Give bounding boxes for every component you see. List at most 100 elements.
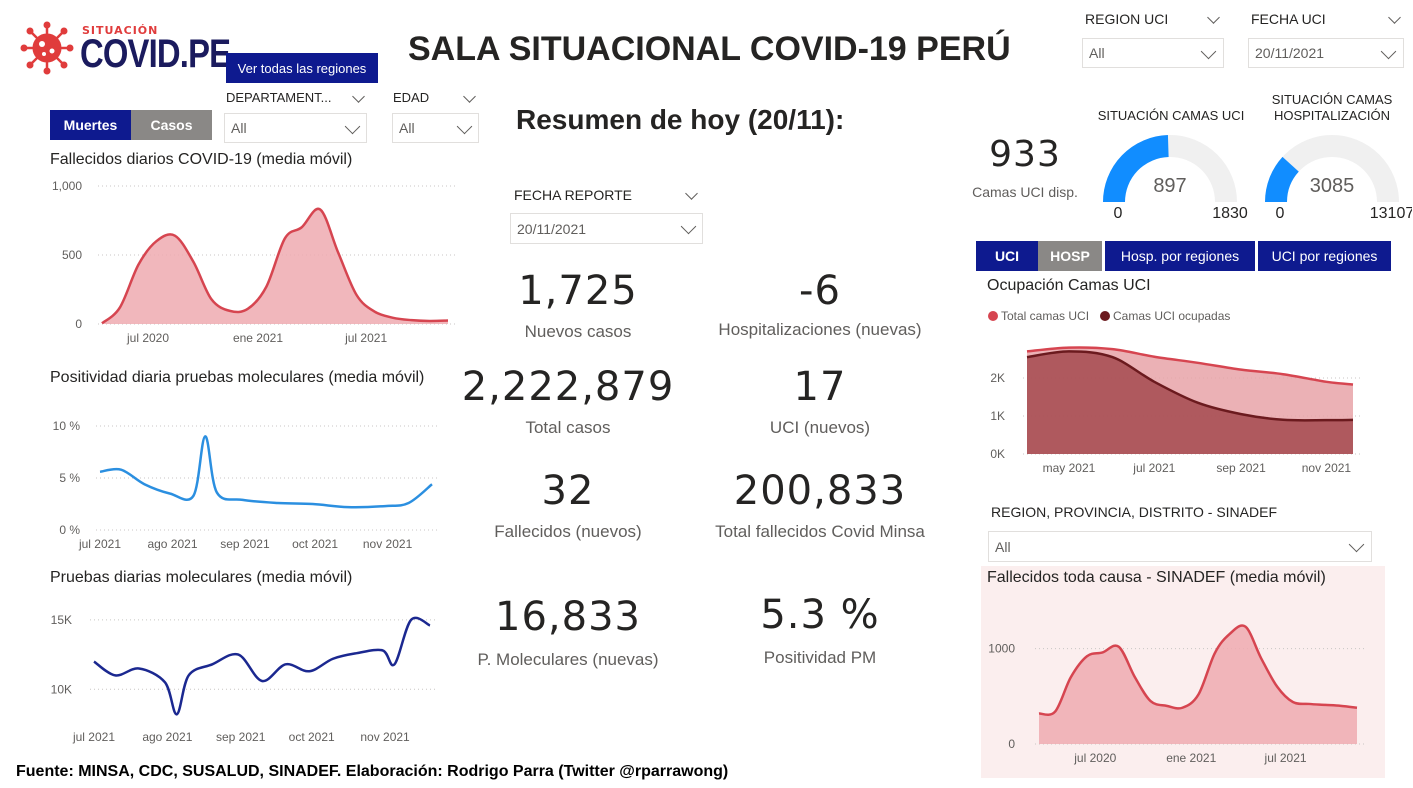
casos-toggle[interactable]: Casos (131, 110, 212, 140)
series-line-1 (93, 616, 431, 716)
tab-hosp-por-regiones[interactable]: Hosp. por regiones (1105, 241, 1255, 271)
x-tick-label: oct 2021 (289, 730, 335, 744)
positivity-line-chart: 0 % 5 % 10 % jul 2021 ago 2021 sep 2021 oct 20… (53, 419, 440, 551)
y-tick-label: 1K (990, 409, 1005, 423)
logo-subtitle: SITUACIÓN (82, 24, 159, 37)
fecha-uci-label: FECHA UCI (1251, 11, 1326, 27)
area-fill-1 (1039, 625, 1357, 744)
x-tick-label: jul 2021 (72, 730, 115, 744)
uci-available-value: 933 (989, 134, 1061, 175)
x-tick-label: jul 2021 (344, 331, 387, 345)
chevron-down-icon[interactable] (463, 90, 476, 103)
all-regions-button[interactable]: Ver todas las regiones (226, 53, 378, 83)
y-tick-label: 5 % (59, 471, 80, 485)
y-tick-label: 1,000 (52, 179, 82, 193)
kpi-deaths-label: Fallecidos (nuevos) (494, 522, 642, 541)
departamento-dropdown[interactable]: All (224, 113, 367, 143)
gauge-max: 1830 (1212, 205, 1248, 222)
edad-label: EDAD (393, 90, 430, 105)
departamento-label: DEPARTAMENT... (226, 90, 332, 105)
tests-line-chart: 10K 15K jul 2021 ago 2021 sep 2021 oct 2021 no… (51, 613, 438, 744)
x-tick-label: nov 2021 (360, 730, 410, 744)
gauge-fill (1265, 156, 1300, 203)
tab-uci-por-regiones[interactable]: UCI por regiones (1258, 241, 1391, 271)
kpi-total-cases-value: 2,222,879 (461, 364, 675, 410)
kpi-hosp-value: -6 (799, 268, 841, 314)
chevron-down-icon (680, 218, 697, 235)
gauge-uci: 897 0 1830 (1103, 135, 1248, 222)
kpi-positivity-value: 5.3 % (760, 592, 880, 638)
chevron-down-icon (1348, 536, 1365, 553)
kpi-positivity-label: Positividad PM (763, 648, 877, 667)
edad-dropdown[interactable]: All (392, 113, 479, 143)
sinadef-region-dropdown[interactable]: All (988, 531, 1372, 562)
kpi-hosp-label: Hospitalizaciones (nuevas) (718, 320, 922, 339)
muertes-toggle[interactable]: Muertes (50, 110, 131, 140)
x-tick-label: sep 2021 (1216, 461, 1266, 475)
legend-marker-1 (988, 311, 998, 321)
y-tick-label: 2K (990, 371, 1005, 385)
series-line-1 (101, 207, 449, 325)
legend-marker-2 (1100, 311, 1110, 321)
deaths-chart-title: Fallecidos diarios COVID-19 (media móvil… (50, 151, 353, 168)
uci-available-label: Camas UCI disp. (972, 184, 1078, 200)
y-tick-label: 10 % (53, 419, 81, 433)
x-tick-label: jul 2021 (1132, 461, 1175, 475)
region-uci-value: All (1089, 45, 1105, 61)
gauge-uci-title: SITUACIÓN CAMAS UCI (1097, 108, 1245, 123)
y-tick-label: 500 (62, 248, 82, 262)
page-title: SALA SITUACIONAL COVID-19 PERÚ (408, 30, 1011, 68)
departamento-value: All (231, 120, 247, 136)
chevron-down-icon[interactable] (685, 187, 698, 200)
gauge-fill (1103, 135, 1170, 203)
chevron-down-icon (456, 118, 473, 135)
x-tick-label: ago 2021 (147, 537, 197, 551)
logo-wordmark: COVID.PE (80, 32, 231, 76)
kpi-tests-value: 16,833 (495, 594, 641, 640)
y-tick-label: 15K (51, 613, 72, 627)
chevron-down-icon (344, 118, 361, 135)
gauge-min: 0 (1276, 205, 1285, 222)
x-tick-label: jul 2021 (1264, 751, 1307, 765)
uci-occupancy-chart: Total camas UCI Camas UCI ocupadas 0K 1K 2K m… (988, 309, 1361, 475)
footer-source: Fuente: MINSA, CDC, SUSALUD, SINADEF. El… (16, 763, 729, 780)
tab-hosp[interactable]: HOSP (1038, 241, 1102, 271)
fecha-uci-value: 20/11/2021 (1255, 45, 1325, 61)
uci-occupancy-title: Ocupación Camas UCI (987, 277, 1151, 294)
deaths-area-chart: 0 500 1,000 jul 2020 ene 2021 jul 2021 (52, 179, 456, 345)
kpi-total-deaths-label: Total fallecidos Covid Minsa (715, 522, 925, 541)
kpi-new-cases-label: Nuevos casos (524, 322, 632, 341)
fecha-uci-dropdown[interactable]: 20/11/2021 (1248, 38, 1404, 68)
x-tick-label: sep 2021 (216, 730, 266, 744)
fecha-reporte-label: FECHA REPORTE (514, 187, 632, 203)
fecha-reporte-dropdown[interactable]: 20/11/2021 (510, 213, 703, 244)
chevron-down-icon[interactable] (352, 90, 365, 103)
x-tick-label: jul 2021 (78, 537, 121, 551)
legend-label-1: Total camas UCI (1001, 309, 1089, 323)
x-tick-label: may 2021 (1043, 461, 1096, 475)
area-fill-2 (1027, 351, 1353, 454)
x-tick-label: nov 2021 (1302, 461, 1352, 475)
positivity-chart-title: Positividad diaria pruebas moleculares (… (50, 369, 425, 386)
kpi-uci-label: UCI (nuevos) (769, 418, 871, 437)
x-tick-label: oct 2021 (292, 537, 338, 551)
fecha-reporte-value: 20/11/2021 (517, 220, 587, 237)
region-uci-label: REGION UCI (1085, 11, 1169, 27)
sinadef-filter-label: REGION, PROVINCIA, DISTRITO - SINADEF (991, 504, 1277, 520)
sinadef-area-chart: 0 1000 jul 2020 ene 2021 jul 2021 (988, 624, 1365, 765)
gauge-value: 897 (1153, 175, 1186, 197)
gauge-max: 13107 (1370, 205, 1412, 222)
kpi-deaths-value: 32 (541, 468, 595, 514)
chevron-down-icon[interactable] (1388, 11, 1401, 24)
x-tick-label: ene 2021 (1166, 751, 1216, 765)
kpi-tests-label: P. Moleculares (nuevas) (477, 650, 659, 669)
sinadef-region-value: All (995, 538, 1011, 555)
tab-uci[interactable]: UCI (976, 241, 1038, 271)
chevron-down-icon[interactable] (1207, 11, 1220, 24)
region-uci-dropdown[interactable]: All (1082, 38, 1224, 68)
y-tick-label: 0 (75, 317, 82, 331)
virus-logo-icon (20, 21, 74, 75)
gauge-hosp-title: SITUACIÓN CAMAS HOSPITALIZACIÓN (1271, 92, 1393, 123)
x-tick-label: jul 2020 (126, 331, 169, 345)
legend-label-2: Camas UCI ocupadas (1113, 309, 1230, 323)
